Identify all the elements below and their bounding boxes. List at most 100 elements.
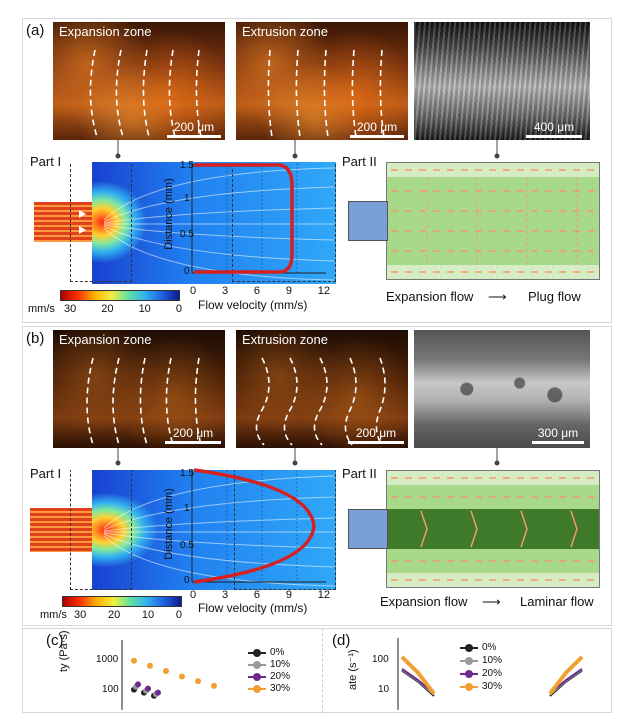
ytick-b-3: 0 <box>184 575 190 586</box>
scale-bar-a2: 200 μm <box>350 120 404 138</box>
ytick-b-2: 0.5 <box>180 540 194 551</box>
flow-to-label-a: Plug flow <box>528 289 581 304</box>
cbar-tick-a-3: 0 <box>175 303 182 315</box>
cfd-velocity-field-a <box>34 162 336 284</box>
xtick-a-0: 0 <box>190 285 197 297</box>
expansion-zone-title-b: Expansion zone <box>59 332 152 347</box>
legend-d-3: 30% <box>460 681 502 692</box>
colorbar-ticks-a: 30 20 10 0 <box>64 303 182 315</box>
laminar-flow-profile-b <box>193 468 316 584</box>
xtick-b-0: 0 <box>190 589 197 601</box>
scale-bar-b2: 200 μm <box>348 426 404 444</box>
legend-c-0-label: 0% <box>270 647 285 658</box>
ytick-a-0: 1.5 <box>180 160 194 171</box>
velocity-profile-a <box>191 163 326 274</box>
flow-from-label-a: Expansion flow <box>386 289 474 304</box>
panel-c-ytick-1000: 1000 <box>96 654 119 665</box>
xtick-b-2: 6 <box>253 589 260 601</box>
flow-streamlines-b2 <box>255 357 386 446</box>
sem-image-a: 400 μm <box>414 22 590 140</box>
part-1-label-a: Part I <box>30 154 62 169</box>
legend-d-0-label: 0% <box>482 642 497 653</box>
scale-label-b2: 200 μm <box>355 426 397 440</box>
xtick-b-1: 3 <box>221 589 229 601</box>
part-2-label-b: Part II <box>342 466 377 481</box>
cbar-tick-b-1: 20 <box>107 609 121 621</box>
cbar-tick-b-0: 30 <box>74 609 87 621</box>
ytick-a-3: 0 <box>184 266 190 277</box>
scale-bar-a1: 200 μm <box>167 120 221 138</box>
scale-label-a3: 400 μm <box>533 120 575 134</box>
cbar-tick-b-2: 10 <box>141 609 155 621</box>
panel-d-ytick-100: 100 <box>372 654 389 665</box>
panel-a-label: (a) <box>26 22 45 39</box>
viscosity-point-3-5 <box>211 682 217 689</box>
panel-c-ytick-100: 100 <box>102 684 119 695</box>
profile-ylabel-b: Distance (mm) <box>163 488 175 560</box>
scale-label-b3: 300 μm <box>537 426 579 440</box>
flow-streamlines-a2 <box>267 49 385 138</box>
legend-c-3-label: 30% <box>270 683 291 694</box>
viscosity-point-3-1 <box>147 662 153 669</box>
colorbar-a <box>60 290 180 301</box>
xtick-a-1: 3 <box>221 285 229 297</box>
scale-label-a1: 200 μm <box>173 120 215 134</box>
ytick-b-1: 1 <box>184 503 190 514</box>
panel-c-ylabel: ty (Pa·s) <box>58 630 70 672</box>
legend-d-0: 0% <box>460 642 496 653</box>
legend-c-2: 20% <box>248 671 290 682</box>
viscosity-point-2-2 <box>155 689 161 696</box>
profile-xticks-b: 0 3 6 9 12 <box>190 589 330 601</box>
viscosity-point-3-4 <box>195 678 201 685</box>
panel-d-plot <box>397 638 584 710</box>
ytick-a-2: 0.5 <box>180 229 194 240</box>
cfd-velocity-field-b <box>30 470 336 590</box>
colorbar-b <box>62 596 182 607</box>
xtick-a-2: 6 <box>253 285 260 297</box>
xtick-b-3: 9 <box>285 589 292 601</box>
nozzle-b <box>348 509 388 549</box>
legend-c-1: 10% <box>248 659 290 670</box>
expansion-zone-image-b: Expansion zone 200 μm <box>53 330 225 448</box>
legend-c-3: 30% <box>248 683 290 694</box>
sem-image-b: 300 μm <box>414 330 590 448</box>
cbar-tick-a-2: 10 <box>138 303 151 315</box>
scale-label-b1: 200 μm <box>172 426 214 440</box>
panel-d-ytick-10: 10 <box>378 684 390 695</box>
legend-c-2-label: 20% <box>270 671 291 682</box>
panel-d-ylabel: ate (s⁻¹) <box>347 649 359 690</box>
profile-xticks-a: 0 3 6 9 12 <box>190 285 330 297</box>
extrusion-zone-title-a: Extrusion zone <box>242 24 328 39</box>
viscosity-point-2-1 <box>145 685 151 692</box>
legend-c-0: 0% <box>248 647 284 658</box>
legend-d-1: 10% <box>460 655 502 666</box>
legend-d-3-label: 30% <box>482 681 503 692</box>
ytick-b-0: 1.5 <box>180 468 194 479</box>
extrusion-zone-image-b: Extrusion zone 200 μm <box>236 330 408 448</box>
flow-streamlines-b1 <box>86 357 202 446</box>
velocity-profile-b <box>191 468 326 584</box>
scale-bar-b3: 300 μm <box>532 426 584 444</box>
connectors-a <box>115 140 500 159</box>
part-1-label-b: Part I <box>30 466 62 481</box>
channel-schematic-b <box>386 470 600 588</box>
expansion-zone-image-a: Expansion zone 200 μm <box>53 22 225 140</box>
part-2-label-a: Part II <box>342 154 377 169</box>
xtick-a-3: 9 <box>285 285 292 297</box>
profile-xlabel-b: Flow velocity (mm/s) <box>198 601 308 615</box>
legend-c-1-label: 10% <box>270 659 291 670</box>
panel-d-label: (d) <box>332 632 351 649</box>
flow-to-label-b: Laminar flow <box>520 594 594 609</box>
expansion-zone-title-a: Expansion zone <box>59 24 152 39</box>
profile-xlabel-a: Flow velocity (mm/s) <box>198 298 308 312</box>
panel-c-plot <box>121 640 217 710</box>
colorbar-unit-a: mm/s <box>28 303 55 315</box>
connectors-b <box>115 448 500 466</box>
extrusion-zone-title-b: Extrusion zone <box>242 332 328 347</box>
flow-streamlines-a1 <box>89 49 202 138</box>
nozzle-a <box>348 201 388 241</box>
panel-c-label: (c) <box>46 632 64 649</box>
viscosity-point-3-3 <box>179 673 185 680</box>
flow-arrow-a: ⟶ <box>488 289 507 304</box>
viscosity-point-3-0 <box>131 657 137 664</box>
